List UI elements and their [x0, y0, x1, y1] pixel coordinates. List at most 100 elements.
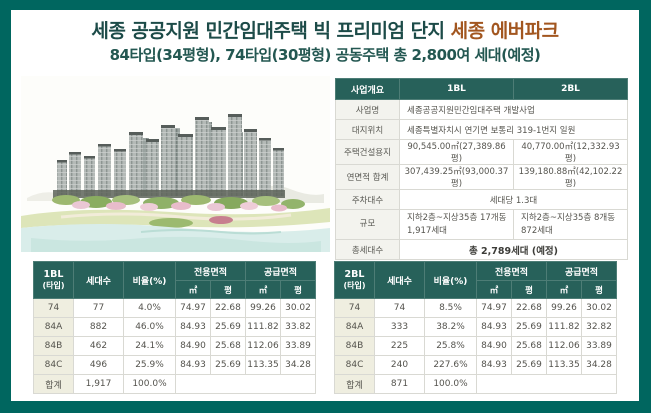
unit-type-cell: 74 — [334, 298, 375, 318]
unit-value-cell: 25.69 — [210, 355, 246, 375]
overview-value: 세종공공지원민간임대주택 개발사업 — [399, 99, 628, 120]
overview-row-parking: 주차대수 세대당 1.3대 — [335, 189, 628, 210]
unit-total-value-cell: 100.0% — [123, 374, 176, 394]
unit-value-cell: 496 — [73, 355, 124, 375]
overview-value: 세대당 1.3대 — [399, 189, 628, 210]
overview-row-scale: 규모 지하2층~지상35층 17개동 1,917세대 지하2층~지상35층 8개… — [335, 209, 628, 240]
unit-value-cell: 33.82 — [280, 317, 316, 337]
unit-value-cell: 32.82 — [581, 317, 617, 337]
unit-table-row: 84B 462 24.1% 84.90 25.68 112.06 33.89 — [33, 336, 316, 356]
unit-value-cell: 84.93 — [175, 317, 211, 337]
unit-table-2bl: 2BL (타입) 세대수 비율(%) 전용면적 공급면적 ㎡ 평 ㎡ 평 74 74… — [334, 261, 617, 394]
overview-total-value: 총 2,789세대 (예정) — [399, 239, 628, 260]
unit-col-pyeong: 평 — [581, 280, 617, 299]
unit-value-cell: 113.35 — [245, 355, 281, 375]
unit-value-cell: 34.28 — [581, 355, 617, 375]
scale-2bl-line1: 지하2층~지상35층 8개동 — [521, 212, 616, 223]
overview-col-1bl: 1BL — [399, 78, 514, 100]
unit-table-1bl: 1BL (타입) 세대수 비율(%) 전용면적 공급면적 ㎡ 평 ㎡ 평 74 77… — [33, 261, 316, 394]
overview-label: 사업명 — [335, 99, 400, 120]
overview-value: 139,180.88㎡(42,102.22평) — [513, 164, 628, 190]
unit-block-label: 1BL — [43, 268, 64, 280]
page-subtitle: 84타입(34평형), 74타입(30평형) 공동주택 총 2,800여 세대(… — [109, 46, 541, 64]
unit-value-cell: 33.89 — [280, 336, 316, 356]
unit-table-row: 74 74 8.5% 74.97 22.68 99.26 30.02 — [334, 298, 617, 318]
unit-table-row: 84C 240 227.6% 84.93 25.69 113.35 34.28 — [334, 355, 617, 375]
unit-value-cell: 33.89 — [581, 336, 617, 356]
page-title-main: 세종 공공지원 민간임대주택 빅 프리미엄 단지 — [91, 20, 451, 42]
unit-block-header: 1BL (타입) — [33, 261, 74, 299]
unit-type-cell: 84A — [33, 317, 74, 337]
scale-1bl-line1: 지하2층~지상35층 17개동 — [407, 212, 507, 223]
unit-type-cell: 84A — [334, 317, 375, 337]
unit-value-cell: 99.26 — [546, 298, 582, 318]
page-title-accent: 세종 에버파크 — [450, 20, 560, 42]
unit-value-cell: 74.97 — [175, 298, 211, 318]
unit-value-cell: 84.93 — [175, 355, 211, 375]
overview-value: 지하2층~지상35층 8개동 872세대 — [513, 209, 628, 240]
unit-type-cell: 84C — [33, 355, 74, 375]
unit-value-cell: 25.68 — [511, 336, 547, 356]
unit-col-exclusive-area: 전용면적 — [175, 261, 246, 281]
unit-block-sub: (타입) — [343, 281, 366, 290]
unit-col-ratio: 비율(%) — [424, 261, 477, 299]
unit-total-value-cell: 871 — [374, 374, 425, 394]
unit-col-pyeong: 평 — [280, 280, 316, 299]
unit-total-empty-cell — [476, 374, 617, 394]
unit-value-cell: 99.26 — [245, 298, 281, 318]
overview-value: 40,770.00㎡(12,332.93평) — [513, 139, 628, 165]
overview-header-row: 사업개요 1BL 2BL — [335, 78, 628, 100]
unit-table-row: 74 77 4.0% 74.97 22.68 99.26 30.02 — [33, 298, 316, 318]
unit-col-exclusive-area: 전용면적 — [476, 261, 547, 281]
overview-table: 사업개요 1BL 2BL 사업명 세종공공지원민간임대주택 개발사업 대지위치 … — [335, 78, 628, 260]
overview-title-cell: 사업개요 — [335, 78, 400, 100]
unit-type-cell: 84B — [334, 336, 375, 356]
overview-label: 총세대수 — [335, 239, 400, 260]
unit-value-cell: 84.93 — [476, 317, 512, 337]
unit-col-m2: ㎡ — [546, 280, 582, 299]
overview-value: 307,439.25㎡(93,000.37평) — [399, 164, 514, 190]
overview-label: 대지위치 — [335, 119, 400, 140]
overview-label: 주차대수 — [335, 189, 400, 210]
unit-value-cell: 30.02 — [280, 298, 316, 318]
unit-value-cell: 25.69 — [511, 355, 547, 375]
unit-value-cell: 4.0% — [123, 298, 176, 318]
unit-value-cell: 112.06 — [546, 336, 582, 356]
unit-value-cell: 84.93 — [476, 355, 512, 375]
unit-value-cell: 25.69 — [511, 317, 547, 337]
unit-total-value-cell: 100.0% — [424, 374, 477, 394]
overview-col-2bl: 2BL — [513, 78, 628, 100]
unit-value-cell: 112.06 — [245, 336, 281, 356]
unit-value-cell: 38.2% — [424, 317, 477, 337]
overview-value: 지하2층~지상35층 17개동 1,917세대 — [399, 209, 514, 240]
complex-illustration — [21, 76, 330, 252]
overview-row-bizname: 사업명 세종공공지원민간임대주택 개발사업 — [335, 99, 628, 120]
unit-table-total-row: 합계 871 100.0% — [334, 374, 617, 394]
unit-col-households: 세대수 — [73, 261, 124, 299]
unit-header-row-2: ㎡ 평 ㎡ 평 — [335, 280, 617, 299]
unit-table-row: 84A 882 46.0% 84.93 25.69 111.82 33.82 — [33, 317, 316, 337]
unit-col-m2: ㎡ — [245, 280, 281, 299]
unit-value-cell: 84.90 — [476, 336, 512, 356]
unit-header-row-1: 1BL (타입) 세대수 비율(%) 전용면적 공급면적 — [33, 261, 316, 299]
unit-value-cell: 333 — [374, 317, 425, 337]
unit-total-label-cell: 합계 — [334, 374, 375, 394]
overview-row-total: 총세대수 총 2,789세대 (예정) — [335, 239, 628, 260]
unit-total-label-cell: 합계 — [33, 374, 74, 394]
unit-table-row: 84A 333 38.2% 84.93 25.69 111.82 32.82 — [334, 317, 617, 337]
unit-col-pyeong: 평 — [210, 280, 246, 299]
unit-col-ratio: 비율(%) — [123, 261, 176, 299]
unit-value-cell: 25.69 — [210, 317, 246, 337]
unit-col-m2: ㎡ — [476, 280, 512, 299]
unit-value-cell: 113.35 — [546, 355, 582, 375]
unit-value-cell: 8.5% — [424, 298, 477, 318]
unit-col-supply-area: 공급면적 — [546, 261, 617, 281]
unit-value-cell: 74.97 — [476, 298, 512, 318]
unit-col-households: 세대수 — [374, 261, 425, 299]
overview-value: 90,545.00㎡(27,389.86평) — [399, 139, 514, 165]
unit-value-cell: 77 — [73, 298, 124, 318]
unit-type-cell: 84B — [33, 336, 74, 356]
unit-col-m2: ㎡ — [175, 280, 211, 299]
unit-type-cell: 84C — [334, 355, 375, 375]
scale-2bl-line2: 872세대 — [521, 225, 553, 236]
